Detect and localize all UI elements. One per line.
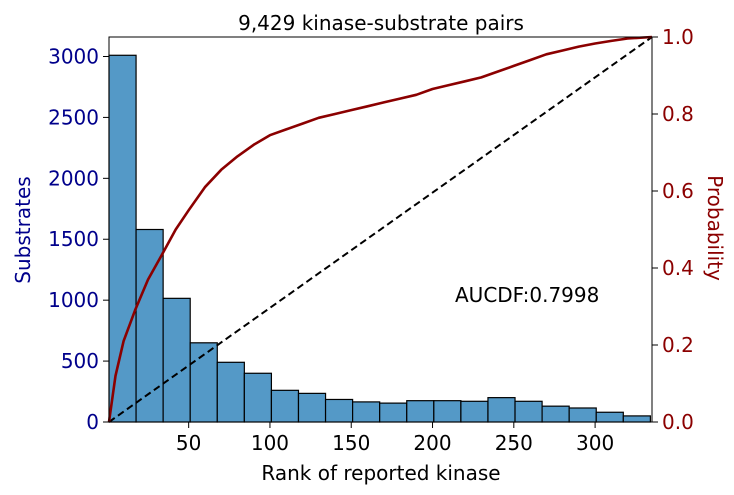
right-y-axis-ticks: 0.0 0.2 0.4 0.6 0.8 1.0 <box>652 25 694 434</box>
x-axis-label: Rank of reported kinase <box>261 461 500 485</box>
right-y-tick-label: 0.2 <box>662 333 694 357</box>
histogram-bar <box>487 397 516 423</box>
histogram-bar <box>352 401 381 423</box>
histogram-bar <box>270 389 300 423</box>
right-y-axis-label: Probability <box>703 175 727 281</box>
histogram-bar <box>406 400 435 423</box>
left-y-tick-label: 1000 <box>48 288 99 312</box>
right-y-tick-label: 0.4 <box>662 256 694 280</box>
right-y-tick-label: 1.0 <box>662 25 694 49</box>
x-tick-label: 150 <box>332 431 370 455</box>
chart-title: 9,429 kinase-substrate pairs <box>238 11 524 35</box>
histogram-bar <box>297 392 327 423</box>
histogram-bar <box>243 372 273 423</box>
cdf-line <box>107 35 653 423</box>
left-y-axis-label: Substrates <box>11 176 35 283</box>
histogram-bar <box>568 407 597 423</box>
histogram-bar <box>595 411 624 423</box>
x-tick-label: 200 <box>413 431 451 455</box>
reference-line-group <box>108 36 653 423</box>
cdf-line-group <box>107 35 653 423</box>
x-axis-ticks: 50 100 150 200 250 300 <box>176 422 614 455</box>
left-y-tick-label: 3000 <box>48 44 99 68</box>
left-y-axis-ticks: 0 500 1000 1500 2000 2500 3000 <box>48 44 109 434</box>
x-tick-label: 250 <box>495 431 533 455</box>
histogram-bar <box>379 402 408 423</box>
left-y-tick-label: 2000 <box>48 166 99 190</box>
histogram-bars <box>108 54 651 423</box>
x-tick-label: 50 <box>176 431 201 455</box>
plot-area-border <box>108 36 653 423</box>
histogram-bar <box>216 361 245 423</box>
right-y-tick-label: 0.6 <box>662 179 694 203</box>
left-y-tick-label: 1500 <box>48 227 99 251</box>
aucdf-annotation: AUCDF:0.7998 <box>455 283 599 307</box>
plot-frame <box>108 36 653 423</box>
right-y-tick-label: 0.8 <box>662 102 694 126</box>
left-y-tick-label: 500 <box>61 349 99 373</box>
histogram-bar <box>541 405 570 423</box>
x-tick-label: 300 <box>576 431 614 455</box>
left-y-tick-label: 0 <box>86 410 99 434</box>
reference-diagonal-line <box>108 36 653 423</box>
histogram-bar <box>108 54 137 423</box>
right-y-tick-label: 0.0 <box>662 410 694 434</box>
x-tick-label: 100 <box>251 431 289 455</box>
histogram-bar <box>514 400 543 423</box>
left-y-tick-label: 2500 <box>48 105 99 129</box>
histogram-bar <box>162 297 191 423</box>
histogram-bar <box>433 400 462 423</box>
histogram-bar <box>460 400 489 423</box>
histogram-bar <box>324 398 354 423</box>
histogram-bar <box>622 415 651 423</box>
